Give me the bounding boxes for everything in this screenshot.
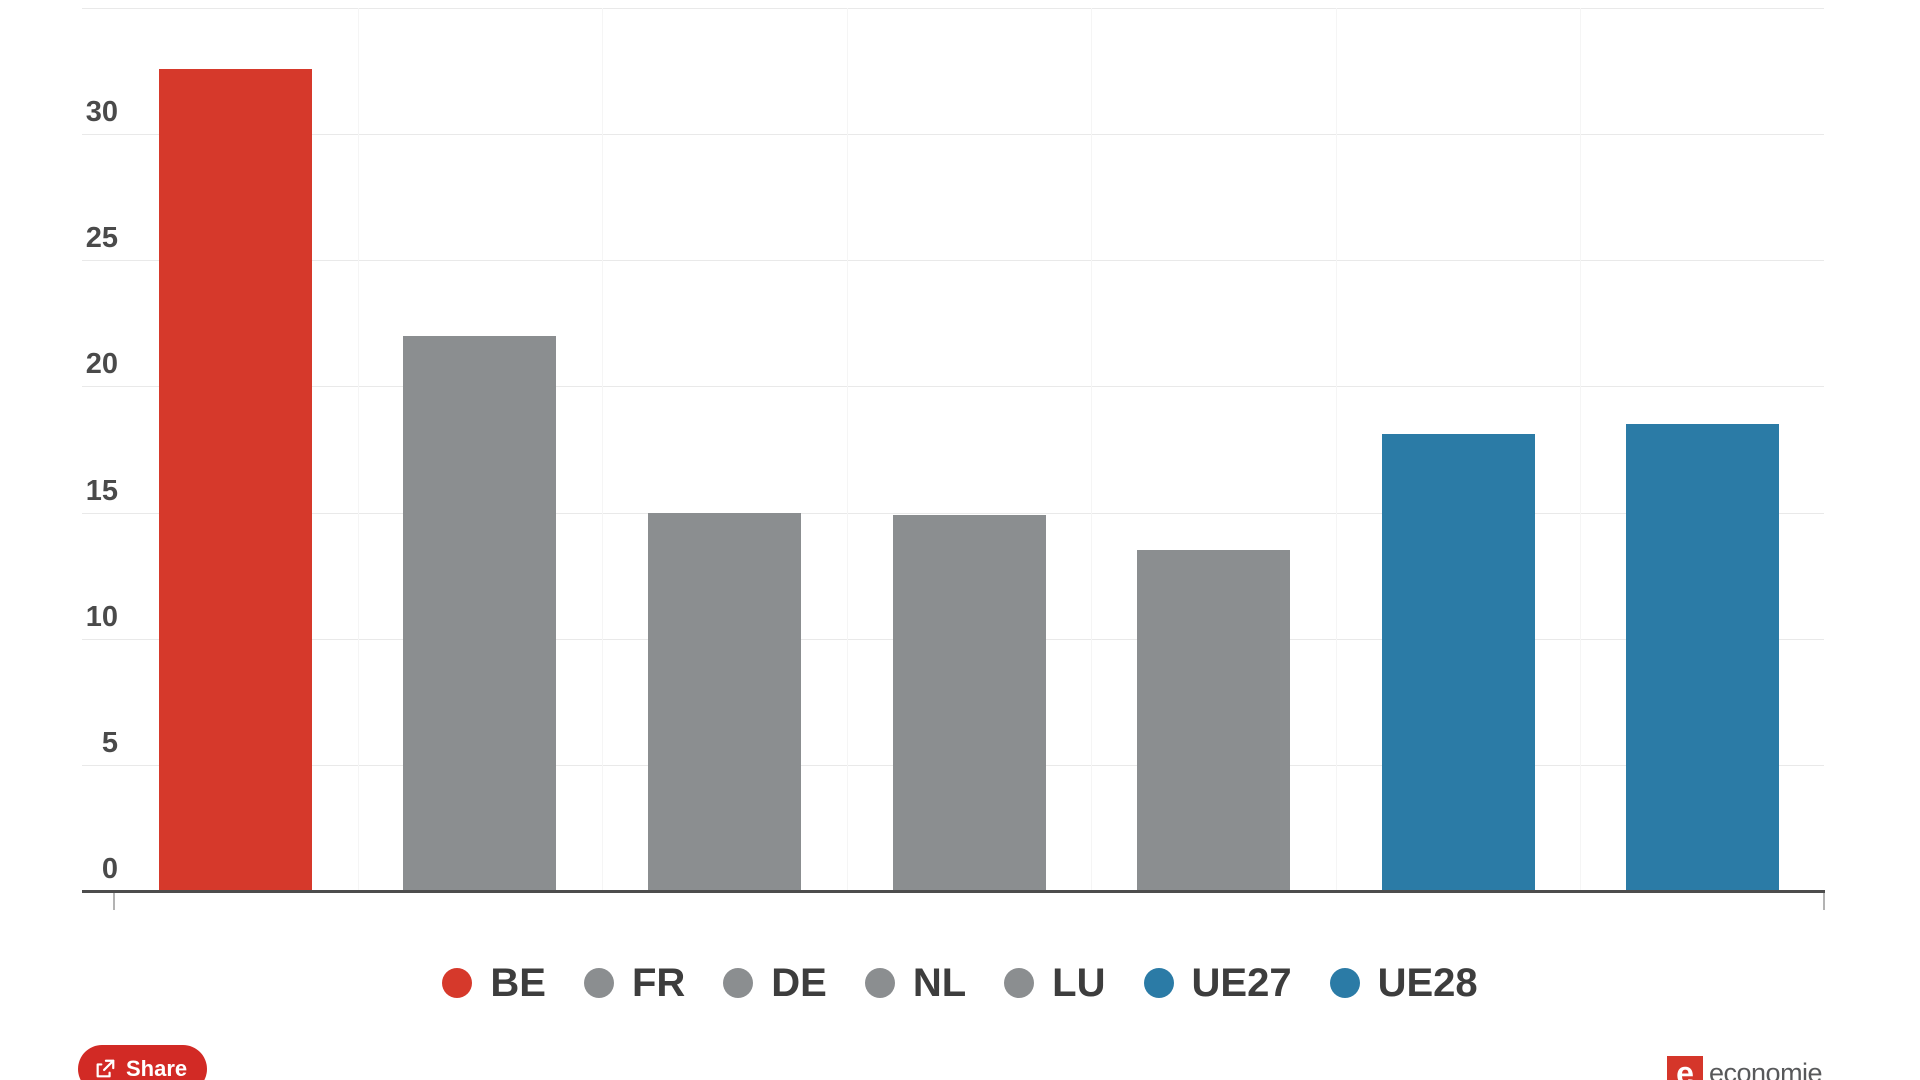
gridline-y-20 <box>82 386 1824 387</box>
y-axis-label-30: 30 <box>85 96 118 128</box>
gridline-y-35 <box>82 8 1824 9</box>
brand-logo-icon: e <box>1667 1056 1703 1080</box>
legend-item-BE: BE <box>442 963 546 1003</box>
share-button-label: Share <box>126 1056 188 1080</box>
bar-BE[interactable] <box>159 69 312 890</box>
share-button[interactable]: Share <box>78 1045 208 1080</box>
legend-item-UE27: UE27 <box>1143 961 1292 1005</box>
x-axis-tick-left <box>113 893 115 910</box>
bar-UE27[interactable] <box>1382 434 1535 890</box>
share-icon <box>96 1059 115 1078</box>
gridline-y-15 <box>82 513 1824 514</box>
legend-label: LU <box>1052 961 1106 1005</box>
x-axis-tick-right <box>1823 893 1825 910</box>
category-gridline <box>358 8 359 890</box>
legend-dot-BE <box>442 968 473 998</box>
legend-dot-NL <box>864 968 895 998</box>
legend-item-DE: DE <box>723 963 827 1003</box>
legend-label: NL <box>912 961 967 1005</box>
legend-dot-LU <box>1004 968 1035 998</box>
bar-UE28[interactable] <box>1626 424 1779 890</box>
y-axis-label-15: 15 <box>85 475 118 507</box>
y-axis-label-0: 0 <box>101 853 118 885</box>
legend-dot-DE <box>723 968 754 998</box>
category-gridline <box>602 8 603 890</box>
legend-label: UE28 <box>1377 961 1478 1005</box>
legend-item-FR: FR <box>583 961 686 1005</box>
chart-legend: BE FR DE NL LU UE27 UE28 <box>0 960 1920 1006</box>
legend-label: FR <box>631 961 686 1005</box>
legend-dot-UE28 <box>1329 968 1360 998</box>
legend-dot-FR <box>583 968 614 998</box>
legend-item-NL: NL <box>864 961 967 1005</box>
brand-logo: e economie <box>1667 1056 1823 1080</box>
bar-DE[interactable] <box>648 513 801 890</box>
bar-LU[interactable] <box>1137 550 1290 890</box>
legend-item-LU: LU <box>1004 961 1106 1005</box>
y-axis-label-20: 20 <box>85 348 118 380</box>
legend-label: BE <box>490 961 546 1005</box>
bar-FR[interactable] <box>403 336 556 890</box>
legend-dot-UE27 <box>1143 968 1174 998</box>
x-axis-line <box>82 890 1825 893</box>
legend-item-UE28: UE28 <box>1329 961 1478 1005</box>
category-gridline <box>847 8 848 890</box>
category-gridline <box>1091 8 1092 890</box>
category-gridline <box>1580 8 1581 890</box>
legend-label: DE <box>771 961 827 1005</box>
gridline-y-30 <box>82 134 1824 135</box>
gridline-y-25 <box>82 260 1824 261</box>
brand-logo-text: economie <box>1709 1058 1823 1080</box>
y-axis-label-25: 25 <box>85 222 118 254</box>
category-gridline <box>1336 8 1337 890</box>
bar-NL[interactable] <box>893 515 1046 890</box>
legend-label: UE27 <box>1191 961 1292 1005</box>
y-axis-label-10: 10 <box>85 601 118 633</box>
y-axis-label-5: 5 <box>101 727 118 759</box>
